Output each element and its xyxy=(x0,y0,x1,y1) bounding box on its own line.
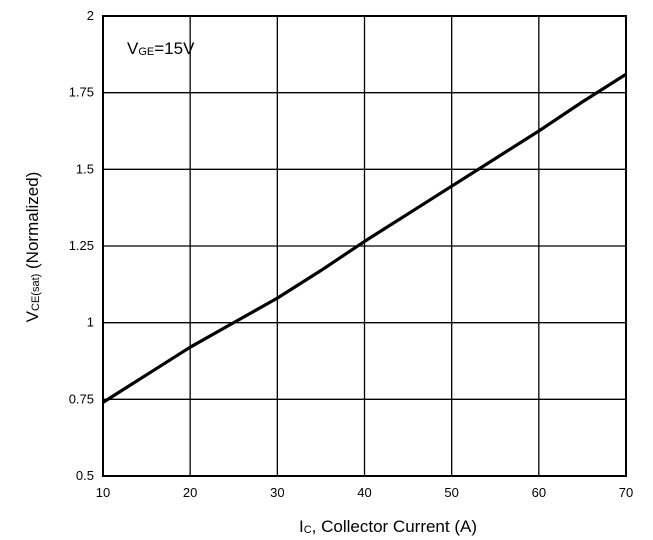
y-axis-title: VCE(sat) (Normalized) xyxy=(23,172,42,323)
y-axis-title-sub: CE(sat) xyxy=(30,274,42,311)
x-tick-labels: 10 20 30 40 50 60 70 xyxy=(96,485,633,500)
vge-annotation-sub: GE xyxy=(138,46,154,58)
x-tick-label: 30 xyxy=(270,485,284,500)
vge-annotation-main: V xyxy=(127,39,139,58)
y-tick-label: 0.75 xyxy=(69,391,94,406)
x-tick-label: 60 xyxy=(532,485,546,500)
y-tick-label: 1 xyxy=(87,315,94,330)
y-tick-label: 1.75 xyxy=(69,85,94,100)
series-layer xyxy=(102,72,627,404)
y-axis-title-rest: (Normalized) xyxy=(23,172,42,274)
x-tick-label: 20 xyxy=(183,485,197,500)
y-tick-label: 1.25 xyxy=(69,238,94,253)
y-tick-labels: 0.5 0.75 1 1.25 1.5 1.75 2 xyxy=(69,8,94,483)
x-tick-label: 70 xyxy=(619,485,633,500)
grid xyxy=(102,15,627,477)
plot-frame xyxy=(102,15,627,477)
x-tick-label: 10 xyxy=(96,485,110,500)
x-tick-label: 50 xyxy=(444,485,458,500)
vge-annotation: VGE=15V xyxy=(127,39,195,58)
y-axis-title-main: V xyxy=(23,310,42,322)
x-axis-title: IC, Collector Current (A) xyxy=(299,517,477,536)
x-axis-title-sub: C xyxy=(304,524,312,536)
y-tick-label: 2 xyxy=(87,8,94,23)
y-tick-label: 1.5 xyxy=(76,161,94,176)
vge-annotation-rest: =15V xyxy=(154,39,195,58)
x-axis-title-main: I xyxy=(299,517,304,536)
x-axis-title-rest: , Collector Current (A) xyxy=(312,517,477,536)
series-line xyxy=(102,72,627,404)
y-tick-label: 0.5 xyxy=(76,468,94,483)
x-tick-label: 40 xyxy=(357,485,371,500)
